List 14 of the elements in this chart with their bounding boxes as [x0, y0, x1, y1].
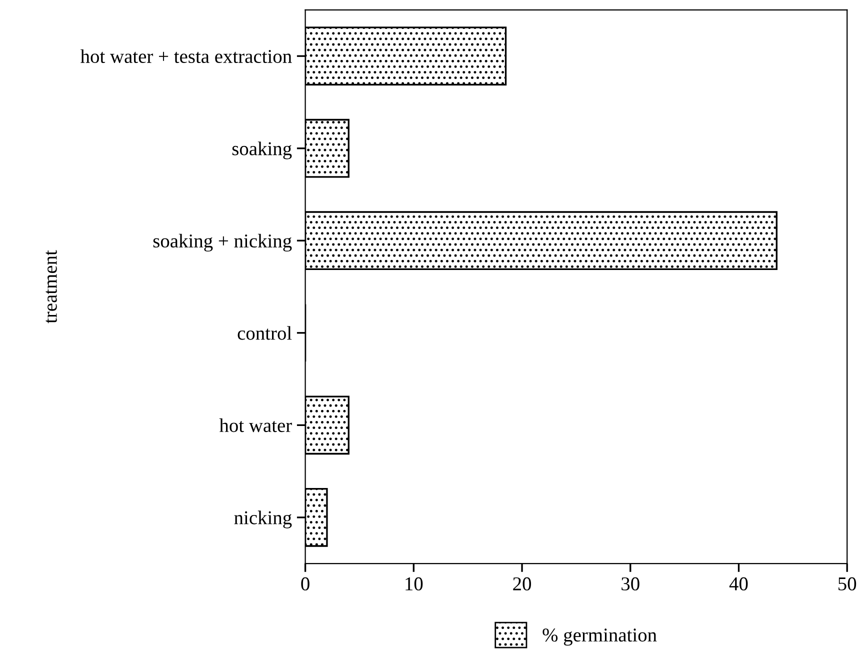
y-tick-label: soaking	[232, 142, 292, 160]
y-axis-title: treatment	[46, 250, 57, 324]
x-tick-label: 30	[622, 577, 640, 590]
y-tick-label: soaking + nicking	[153, 234, 292, 252]
y-tick-label: control	[238, 326, 292, 340]
legend-label: % germination	[542, 628, 657, 646]
x-tick-label: 0	[301, 577, 310, 590]
y-tick-label: hot water + testa extraction	[80, 49, 292, 64]
x-tick-label: 10	[406, 577, 423, 590]
x-tick-label: 50	[838, 577, 856, 590]
x-tick-label: 40	[729, 577, 748, 590]
x-tick-label: 20	[513, 577, 531, 590]
y-tick-label: hot water	[219, 418, 292, 432]
y-tick-label: nicking	[234, 510, 292, 528]
